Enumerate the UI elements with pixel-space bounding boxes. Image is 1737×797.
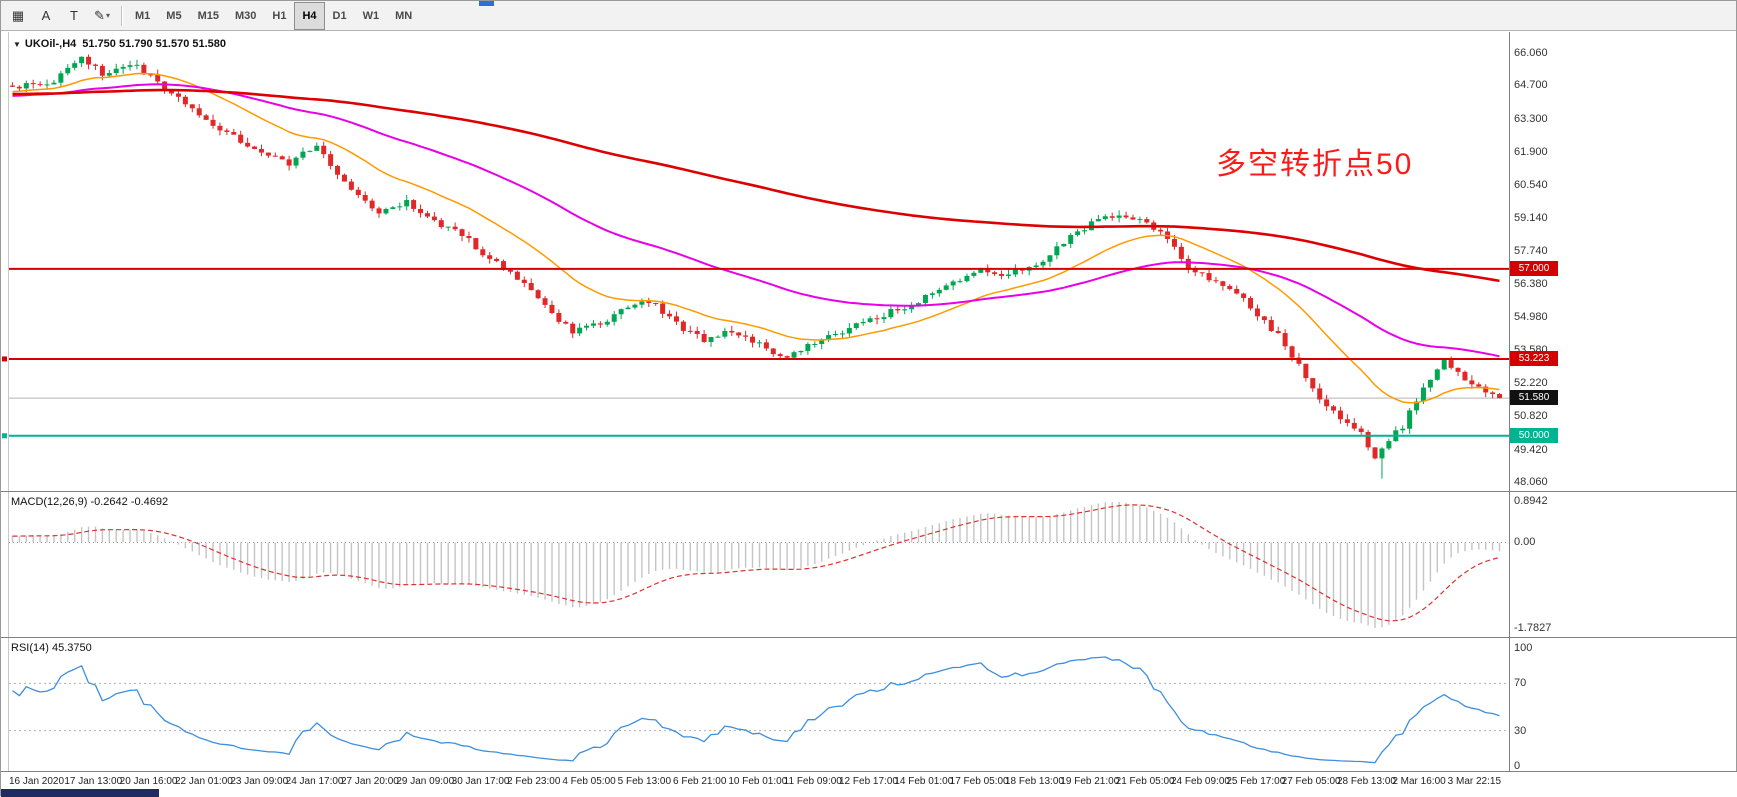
candlesticks (9, 54, 1503, 479)
timeframe-button-h4[interactable]: H4 (294, 1, 325, 30)
macd-signal-line (12, 504, 1500, 622)
horizontal-scrollbar-thumb[interactable] (1, 789, 159, 797)
timeframe-button-m30[interactable]: M30 (234, 9, 257, 22)
window-fragment (479, 1, 494, 6)
macd-histogram (11, 502, 1501, 628)
draw-shapes-tool-button[interactable]: ✎ ▾ (89, 4, 115, 28)
hline-anchor-marker[interactable] (2, 433, 7, 439)
rsi-line (12, 656, 1500, 764)
ohlc-values: 51.750 51.790 51.570 51.580 (82, 38, 227, 50)
timeframe-button-d1[interactable]: D1 (332, 9, 347, 22)
timeframes-group: M1 M5 M15 M30 H1 H4 D1 W1 MN (127, 1, 420, 30)
chevron-down-icon: ▾ (105, 11, 110, 20)
chart-shift-tool-button[interactable]: ▦ (5, 4, 31, 28)
draw-shapes-icon: ✎ (94, 7, 105, 23)
rsi-panel-chart[interactable] (1, 638, 1737, 772)
timeframe-button-m5[interactable]: M5 (166, 9, 182, 22)
rsi-label: RSI(14) 45.3750 (11, 642, 92, 654)
timeframe-button-m15[interactable]: M15 (197, 9, 219, 22)
price-chart[interactable] (1, 32, 1737, 492)
ma-slow-line (12, 88, 1500, 283)
price-axis[interactable] (1509, 32, 1737, 772)
toolbar: ▦ A T ✎ ▾ M1 M5 M15 M30 H1 H4 D1 W1 MN (1, 1, 1736, 31)
chart-title: ▼ UKOil-,H4 51.750 51.790 51.570 51.580 (13, 38, 226, 50)
chart-annotation: 多空转折点50 (1216, 148, 1414, 181)
toolbar-separator (121, 5, 122, 26)
text-annotation-tool-button[interactable]: A (33, 4, 59, 28)
macd-label: MACD(12,26,9) -0.2642 -0.4692 (11, 496, 169, 508)
text-label-icon: T (70, 8, 78, 23)
timeframe-button-w1[interactable]: W1 (362, 9, 380, 22)
macd-panel-chart[interactable] (1, 492, 1737, 638)
text-label-tool-button[interactable]: T (61, 4, 87, 28)
timeframe-button-mn[interactable]: MN (395, 9, 413, 22)
timeframe-button-m1[interactable]: M1 (135, 9, 151, 22)
hline-anchor-marker[interactable] (2, 356, 7, 362)
drawing-tools-group: ▦ A T ✎ ▾ (4, 4, 116, 28)
timeframe-button-h1[interactable]: H1 (272, 9, 287, 22)
chart-shift-icon: ▦ (11, 7, 25, 23)
ma-mid-line (12, 83, 1500, 358)
collapse-triangle-icon[interactable]: ▼ (13, 40, 21, 49)
ma-fast-line (12, 72, 1500, 404)
symbol-timeframe: UKOil-,H4 (24, 38, 77, 50)
time-axis[interactable] (1, 772, 1737, 796)
text-annotation-icon: A (41, 8, 51, 23)
